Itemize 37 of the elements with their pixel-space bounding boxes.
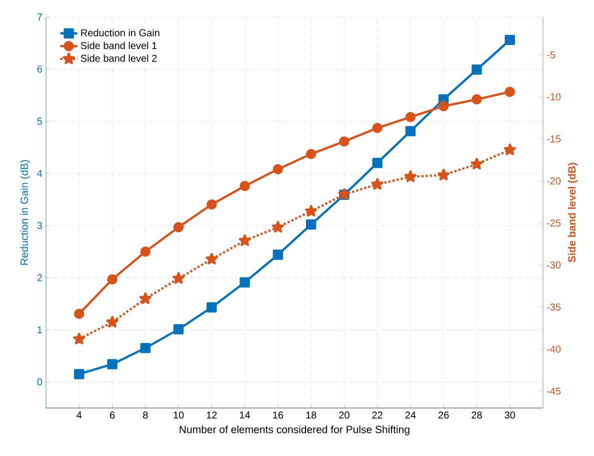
y2-tick-label: -20 [546,177,561,184]
y-tick-label: 0 [37,378,42,386]
y-tick-label: 1 [38,326,42,334]
x-tick-label: 28 [472,412,482,419]
x-tick-label: 6 [110,412,115,419]
y2-tick-label: -5 [546,51,556,58]
y-tick-label: 6 [37,66,42,73]
y2-tick-label: -35 [546,304,561,311]
y-tick-label: 5 [37,118,42,125]
x-tick-label: 10 [174,412,184,419]
y-tick-label: 3 [37,222,42,230]
x-tick-label: 24 [405,412,416,419]
y2-tick-label: -30 [546,262,561,269]
x-tick-label: 30 [504,412,516,419]
y-tick-label: 2 [37,274,42,282]
y-axis-title: Reduction in Gain (dB) [20,160,30,265]
y-tick-label: 4 [37,170,42,177]
x-tick-label: 18 [306,412,316,419]
x-tick-label: 14 [240,412,250,418]
legend-label: Reduction in Gain [81,29,160,36]
y-tick-label: 7 [37,14,42,20]
x-tick-label: 4 [76,412,82,418]
x-tick-label: 26 [438,412,449,419]
y2-tick-label: -45 [546,388,561,395]
x-tick-label: 16 [273,412,284,419]
legend-label: Side band level 1 [80,42,157,50]
x-tick-label: 12 [206,412,217,419]
y2-tick-label: -10 [546,93,561,100]
x-tick-label: 20 [339,412,350,419]
y2-tick-label: -25 [546,219,561,227]
x-tick-label: 8 [143,412,148,419]
y2-tick-label: -15 [546,135,561,142]
x-tick-label: 22 [372,412,382,419]
y2-tick-label: -40 [546,346,561,353]
x-axis-title: Number of elements considered for Pulse Shifting [180,425,410,436]
y2-axis-title: Side band level (dB) [568,162,578,262]
legend-label: Side band level 2 [80,54,157,62]
